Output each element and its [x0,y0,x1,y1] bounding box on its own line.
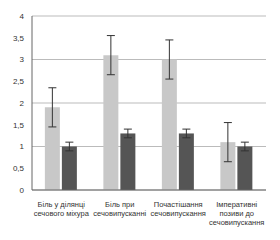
svg-text:3: 3 [20,55,25,64]
svg-text:Почастішаннясечовипускання: Почастішаннясечовипускання [151,200,206,218]
svg-text:1: 1 [20,142,25,151]
svg-text:Біль у ділянцісечового міхура: Біль у ділянцісечового міхура [34,200,90,218]
svg-text:4: 4 [20,12,25,21]
svg-text:Біль присечовипусканні: Біль присечовипусканні [93,200,146,218]
svg-text:0: 0 [20,186,25,195]
svg-text:2,5: 2,5 [13,77,25,86]
svg-text:0,5: 0,5 [13,164,25,173]
svg-text:1,5: 1,5 [13,121,25,130]
svg-text:Імперативніпозиви досечовипуск: Імперативніпозиви досечовипускання [209,200,264,227]
svg-text:3,5: 3,5 [13,34,25,43]
svg-text:2: 2 [20,99,25,108]
